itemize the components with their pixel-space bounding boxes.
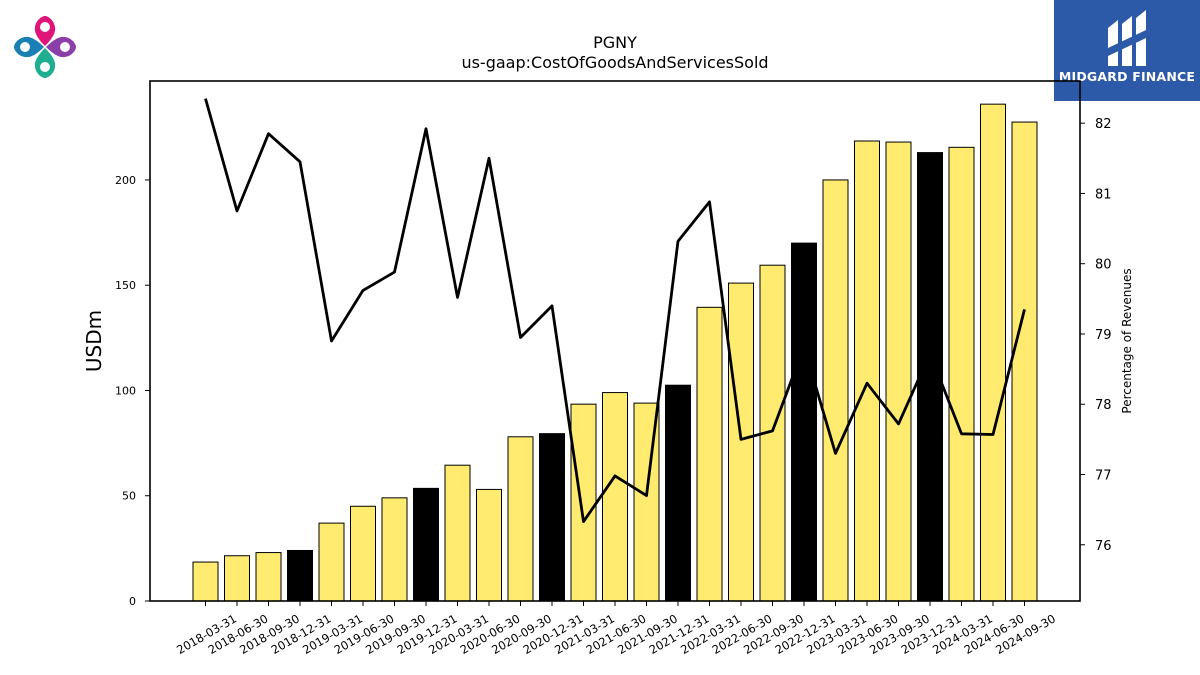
bar-2020-09-30 [507, 436, 534, 602]
y2-tick-label: 79 [1095, 328, 1112, 343]
y-tick-label: 200 [115, 174, 136, 187]
brand-logo-left [10, 12, 80, 82]
right-axis: 76 77 78 79 80 81 82 [1080, 117, 1112, 554]
bar-2019-09-30 [381, 497, 408, 602]
y2-tick-label: 78 [1095, 398, 1112, 413]
chart-subtitle: us-gaap:CostOfGoodsAndServicesSold [461, 53, 768, 72]
bar-2024-06-30 [980, 103, 1006, 602]
chart-title: PGNY [593, 33, 637, 52]
bar-2023-06-30 [854, 140, 880, 602]
bar-2021-12-31 [665, 384, 691, 602]
clover-logo-icon [14, 16, 76, 78]
bar-2018-09-30 [255, 552, 282, 602]
bar-2024-03-31 [948, 146, 975, 602]
y2-tick-label: 80 [1095, 258, 1112, 273]
left-axis: 0 50 100 150 200 [115, 174, 150, 608]
y-axis-label: USDm [82, 310, 106, 372]
bar-2022-06-30 [728, 282, 754, 602]
y2-tick-label: 76 [1095, 539, 1112, 554]
bar-2018-06-30 [224, 555, 250, 602]
bar-2022-03-31 [696, 306, 723, 602]
bar-2020-12-31 [539, 433, 565, 602]
y-tick-label: 0 [129, 595, 136, 608]
x-axis: 2018-03-312018-06-302018-09-302018-12-31… [174, 601, 1058, 657]
line-series [204, 98, 1026, 523]
brand-box: MIDGARD FINANCE [1054, 0, 1200, 101]
bar-2020-03-31 [444, 464, 471, 602]
bar-2019-03-31 [318, 522, 345, 602]
y-tick-label: 50 [122, 490, 136, 503]
bar-2022-12-31 [791, 242, 817, 602]
bar-2019-12-31 [413, 487, 439, 602]
y-tick-label: 150 [115, 279, 136, 292]
midgard-logo-icon [1108, 10, 1146, 66]
bar-series [192, 103, 1038, 602]
bar-2018-03-31 [192, 561, 219, 602]
bar-2019-06-30 [350, 505, 376, 602]
y2-tick-label: 77 [1095, 469, 1112, 484]
y2-tick-label: 81 [1095, 187, 1112, 202]
bar-2024-09-30 [1011, 121, 1038, 602]
bar-2021-03-31 [570, 403, 597, 602]
y2-tick-label: 82 [1095, 117, 1112, 132]
bar-2021-06-30 [602, 392, 628, 602]
bar-2023-09-30 [885, 141, 912, 602]
bar-2023-03-31 [822, 179, 849, 602]
y-tick-label: 100 [115, 384, 136, 397]
bar-2020-06-30 [476, 488, 502, 602]
y2-axis-label: Percentage of Revenues [1120, 268, 1134, 413]
brand-name: MIDGARD FINANCE [1058, 69, 1196, 84]
bar-2018-12-31 [287, 549, 313, 602]
